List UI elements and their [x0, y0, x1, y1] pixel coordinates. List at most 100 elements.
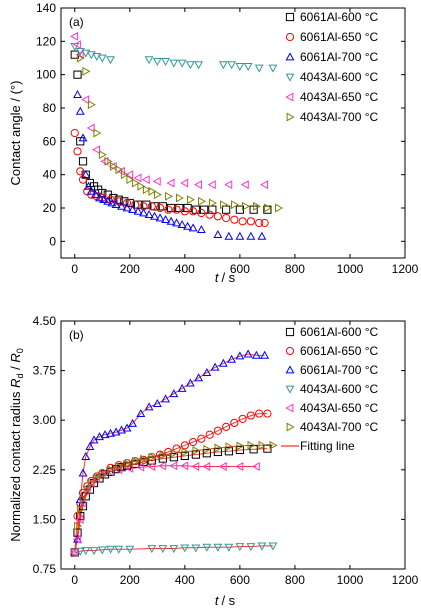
data-point-series-6: [126, 175, 135, 185]
data-point-series-3: [84, 181, 93, 190]
data-point-series-2: [147, 202, 156, 211]
data-point-series-3: [73, 534, 82, 543]
data-point-series-4: [243, 62, 253, 71]
panel-a-data: [70, 31, 284, 240]
data-point-series-6: [74, 521, 83, 531]
data-point-series-2: [73, 147, 82, 156]
y-tick-label: 3.75: [33, 364, 57, 378]
data-point-series-2: [213, 212, 222, 221]
data-point-series-3: [235, 231, 245, 240]
legend-label: 4043Al-700 °C: [300, 420, 379, 434]
data-point-series-3: [100, 430, 110, 439]
data-point-series-3: [144, 210, 154, 219]
data-point-series-1: [169, 453, 178, 462]
data-point-series-4: [75, 547, 85, 556]
data-point-series-1: [208, 205, 217, 214]
data-point-series-3: [152, 399, 162, 408]
data-point-series-3: [106, 428, 115, 437]
panel-b-ylabel-sub2: 0: [15, 348, 25, 353]
legend-label: 4043Al-650 °C: [300, 90, 379, 104]
panel-b-xlabel-unit: / s: [221, 593, 235, 608]
data-point-series-4: [227, 61, 237, 70]
data-point-series-4: [89, 547, 99, 556]
x-tick-label: 200: [120, 573, 140, 587]
data-point-series-4: [158, 545, 168, 554]
legend-label: 6061Al-700 °C: [300, 363, 379, 377]
legend-marker: [285, 52, 295, 61]
data-point-series-2: [164, 205, 173, 214]
x-tick-label: 1200: [392, 573, 419, 587]
data-point-series-2: [238, 414, 247, 423]
data-point-series-2: [164, 447, 173, 457]
data-point-series-6: [98, 469, 107, 479]
y-tick-label: 2.25: [33, 463, 57, 477]
data-point-series-5: [78, 498, 87, 508]
data-point-series-6: [236, 441, 245, 451]
data-point-series-5: [141, 175, 150, 185]
data-point-series-4: [224, 543, 234, 552]
data-point-series-3: [169, 389, 179, 398]
legend-marker: [285, 346, 295, 356]
data-point-series-6: [87, 478, 96, 488]
panel-a-xlabel: t / s: [215, 270, 236, 285]
data-point-series-6: [93, 473, 102, 483]
data-point-series-3: [150, 211, 160, 220]
data-point-series-3: [260, 350, 270, 359]
legend-label: 6061Al-650 °C: [300, 344, 379, 358]
data-point-series-4: [152, 57, 162, 66]
y-tick-label: 0: [49, 234, 56, 248]
data-point-series-4: [106, 56, 115, 65]
data-point-series-6: [247, 440, 256, 450]
data-point-series-1: [125, 198, 134, 208]
data-point-series-2: [197, 434, 206, 443]
panel-b-data: [70, 349, 278, 558]
panel-b-ylabel: Normalized contact radius Rd / R0: [8, 348, 25, 542]
panel-a-xlabel-unit: / s: [221, 270, 235, 285]
data-point-series-1: [224, 447, 233, 456]
data-point-series-3: [257, 231, 267, 240]
data-point-series-3: [161, 394, 171, 403]
data-point-series-4: [218, 61, 228, 70]
data-point-series-5: [218, 462, 227, 471]
data-point-series-3: [86, 186, 96, 195]
legend-marker: [285, 92, 294, 102]
data-point-series-2: [172, 205, 181, 214]
data-point-series-6: [79, 495, 88, 505]
data-point-series-6: [98, 150, 107, 160]
y-tick-label: 40: [43, 168, 57, 182]
data-point-series-2: [263, 409, 272, 418]
data-point-series-5: [251, 462, 260, 471]
legend-label-fitting-line: Fitting line: [300, 439, 355, 453]
data-point-series-5: [166, 178, 175, 188]
y-tick-label: 3.00: [33, 413, 57, 427]
data-point-series-1: [78, 157, 88, 166]
data-point-series-5: [202, 462, 211, 471]
legend-label: 4043Al-600 °C: [300, 70, 379, 84]
x-tick-label: 1000: [337, 262, 364, 276]
data-point-series-2: [76, 167, 85, 176]
y-tick-label: 1.50: [33, 512, 57, 526]
data-point-series-6: [275, 203, 284, 213]
data-point-series-5: [133, 173, 142, 183]
data-point-series-3: [210, 362, 220, 371]
data-point-series-2: [213, 426, 222, 435]
data-point-series-4: [177, 59, 187, 68]
data-point-series-3: [117, 201, 126, 210]
data-point-series-5: [147, 462, 156, 471]
panel-b-ylabel-var2: R: [8, 353, 23, 362]
data-point-series-6: [131, 456, 140, 466]
panel-a-plot-frame: [60, 7, 406, 259]
panel-a-chart: (a) 0 200 400 600 800 1000 1200 0 20 40 60 80 100 120…: [8, 1, 419, 285]
data-point-series-5: [125, 170, 134, 180]
data-point-series-5: [105, 467, 114, 477]
data-point-series-5: [81, 95, 90, 105]
data-point-series-6: [93, 128, 102, 138]
data-point-series-4: [180, 544, 190, 553]
data-point-series-6: [142, 185, 151, 195]
x-tick-label: 800: [285, 573, 305, 587]
fitting-line-1: [74, 448, 268, 553]
data-point-series-5: [193, 180, 202, 190]
data-point-series-2: [222, 213, 231, 223]
data-point-series-2: [246, 217, 255, 226]
data-point-series-6: [253, 201, 262, 211]
